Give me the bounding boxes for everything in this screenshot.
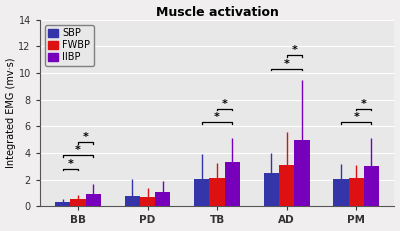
- Text: *: *: [75, 145, 81, 155]
- Bar: [140, 197, 155, 207]
- Bar: [210, 178, 225, 207]
- Bar: [264, 173, 279, 207]
- Text: *: *: [214, 112, 220, 122]
- Text: *: *: [68, 159, 73, 169]
- Bar: [348, 178, 364, 207]
- Text: *: *: [83, 132, 88, 142]
- Bar: [294, 140, 310, 207]
- Bar: [364, 166, 379, 207]
- Text: *: *: [353, 112, 359, 122]
- Bar: [70, 199, 86, 207]
- Title: Muscle activation: Muscle activation: [156, 6, 278, 18]
- Bar: [194, 179, 210, 207]
- Bar: [55, 202, 70, 207]
- Bar: [225, 162, 240, 207]
- Text: *: *: [291, 45, 297, 55]
- Text: *: *: [361, 99, 367, 109]
- Bar: [124, 196, 140, 207]
- Bar: [155, 192, 170, 207]
- Bar: [279, 165, 294, 207]
- Text: *: *: [222, 99, 228, 109]
- Y-axis label: Integrated EMG (mv·s): Integrated EMG (mv·s): [6, 58, 16, 168]
- Bar: [333, 179, 348, 207]
- Bar: [86, 194, 101, 207]
- Legend: SBP, FWBP, IIBP: SBP, FWBP, IIBP: [44, 24, 94, 66]
- Text: *: *: [284, 59, 290, 69]
